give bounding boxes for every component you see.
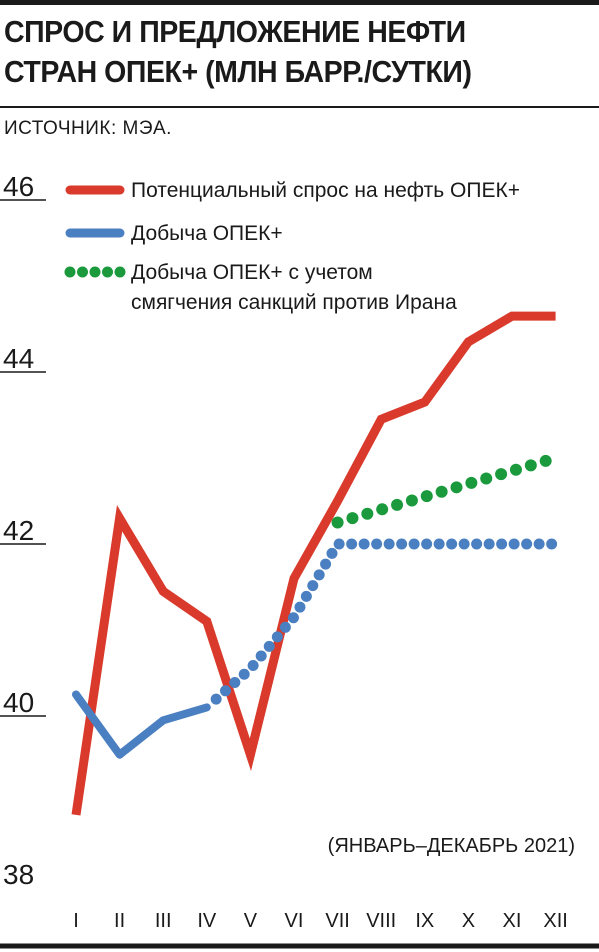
x-tick-label: VII (325, 910, 349, 932)
production-dot (521, 538, 533, 550)
production-dot (408, 538, 420, 550)
legend-label-production-adj: Добыча ОПЕК+ с учетом смягчения санкций п… (131, 261, 457, 314)
production-adj-dot (361, 507, 374, 520)
production-dot (263, 640, 275, 652)
production-dot (396, 538, 408, 550)
y-tick-label: 46 (3, 171, 34, 202)
production-dot (471, 538, 483, 550)
x-tick-label: X (462, 910, 475, 932)
production-adj-dot (376, 503, 389, 516)
x-tick-label: XII (543, 910, 567, 932)
x-tick-label: IX (415, 910, 434, 932)
production-dot (421, 538, 433, 550)
x-tick-label: V (244, 910, 258, 932)
production-dot (255, 650, 267, 662)
production-dot (279, 621, 291, 633)
period-note: (ЯНВАРЬ–ДЕКАБРЬ 2021) (328, 835, 575, 857)
production-adj-dot (391, 498, 404, 511)
legend: Потенциальный спрос на нефть ОПЕК+ Добыча… (64, 179, 520, 314)
y-tick-label: 42 (3, 515, 34, 546)
production-dot (483, 538, 495, 550)
production-dot (320, 558, 332, 570)
production-dot (219, 685, 231, 697)
production-dot (533, 538, 545, 550)
legend-swatch-dot (102, 266, 113, 278)
production-dot (358, 538, 370, 550)
production-line-solid (72, 690, 211, 759)
production-adj-dot (509, 463, 522, 476)
production-dot (313, 569, 325, 581)
production-adj-dot (420, 490, 433, 503)
production-dot (294, 601, 306, 613)
production-adj-dot (495, 468, 508, 481)
legend-label-line-2: смягчения санкций против Ирана (131, 291, 457, 314)
production-dot (508, 538, 520, 550)
y-tick-label: 40 (3, 687, 34, 718)
x-tick-label: IV (197, 910, 217, 932)
production-adj-dot (331, 516, 344, 529)
production-adj-dot (480, 472, 493, 485)
x-tick-label: II (114, 910, 125, 932)
top-rule (0, 0, 599, 5)
x-tick-label: VIII (366, 910, 396, 932)
x-tick-label: XI (503, 910, 522, 932)
production-dot (210, 693, 222, 705)
production-adj-dot (346, 512, 359, 525)
legend-label-line-1: Добыча ОПЕК+ с учетом (131, 261, 373, 284)
series-layer (71, 311, 558, 816)
production-dot (346, 538, 358, 550)
x-tick-label: III (155, 910, 172, 932)
production-dot (383, 538, 395, 550)
production-dot (496, 538, 508, 550)
production-dot (326, 547, 338, 559)
production-adj-dot (539, 454, 552, 467)
x-axis: I II III IV V VI VII VIII IX X XI XII (73, 910, 568, 932)
title-line-1: СПРОС И ПРЕДЛОЖЕНИЕ НЕФТИ (4, 14, 466, 49)
x-tick-label: I (73, 910, 79, 932)
legend-swatch-dot (64, 266, 76, 278)
legend-swatch-dot (77, 266, 88, 278)
production-adj-dot (435, 485, 448, 498)
demand-line (71, 311, 556, 816)
production-dot (247, 659, 259, 671)
y-axis: 46 44 42 40 38 (0, 171, 46, 890)
x-tick-label: VI (285, 910, 304, 932)
title-line-2: СТРАН ОПЕК+ (МЛН БАРР./СУТКИ) (4, 54, 472, 89)
production-dot (333, 538, 345, 550)
legend-swatch-dot (89, 266, 101, 278)
production-dot (458, 538, 470, 550)
production-dot (271, 631, 283, 643)
production-dot (433, 538, 445, 550)
production-dot (446, 538, 458, 550)
legend-label-demand: Потенциальный спрос на нефть ОПЕК+ (131, 179, 520, 202)
y-tick-label: 38 (3, 859, 34, 890)
legend-label-production: Добыча ОПЕК+ (131, 222, 283, 245)
production-dot (300, 590, 312, 602)
source-note: ИСТОЧНИК: МЭА. (4, 118, 172, 139)
production-dot (238, 668, 250, 680)
legend-swatch-dot (114, 266, 126, 278)
production-adj-dot (405, 494, 418, 507)
title-rule (0, 106, 599, 108)
production-dot (307, 580, 319, 592)
y-tick-label: 44 (3, 343, 34, 374)
production-adj-dot (465, 476, 478, 489)
production-dot (229, 677, 241, 689)
production-adj-dot (450, 481, 463, 494)
production-dot (371, 538, 383, 550)
production-dot (546, 538, 558, 550)
production-adj-dot (524, 459, 537, 472)
production-dot (287, 612, 299, 624)
chart-title: СПРОС И ПРЕДЛОЖЕНИЕ НЕФТИ СТРАН ОПЕК+ (М… (4, 12, 472, 92)
